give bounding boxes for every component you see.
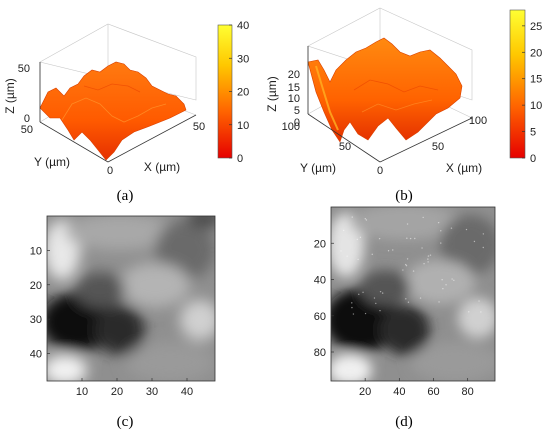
y-tick-label: 40 — [30, 349, 42, 361]
y-tick-label: 40 — [314, 275, 326, 287]
colorbar-tick-label: 0 — [530, 153, 536, 165]
heatmap-image-c — [47, 216, 215, 381]
panel-a: 50 0 Z (µm) 50 0 Y (µm) 50 X (µm) 0 10 20 3… — [3, 20, 249, 204]
colorbar-tick-label: 40 — [237, 20, 249, 32]
y-tick-label: 30 — [30, 314, 42, 326]
y-tick-label: 0 — [107, 165, 113, 177]
caption-a: (a) — [117, 188, 134, 204]
y-tick-label: 10 — [30, 245, 42, 257]
x-tick-label: 10 — [76, 386, 88, 398]
y-tick-label: 20 — [30, 280, 42, 292]
colorbar-tick-label: 25 — [530, 21, 542, 33]
caption-c: (c) — [117, 414, 134, 430]
x-tick-label: 30 — [146, 386, 158, 398]
colorbar-b — [509, 9, 526, 159]
y-axis-label: Y (µm) — [300, 161, 336, 175]
y-axis-label: Y (µm) — [34, 155, 70, 169]
colorbar-tick-label: 30 — [237, 53, 249, 65]
caption-d: (d) — [395, 414, 413, 430]
y-tick-label: 0 — [377, 165, 383, 177]
y-tick-label: 50 — [339, 141, 351, 153]
heatmap-image-d — [331, 207, 495, 381]
panel-c: 10 20 30 40 10 20 30 40 (c) — [30, 215, 216, 430]
z-tick-label: 0 — [24, 113, 30, 125]
plot-frame-d — [330, 206, 496, 382]
x-tick-label: 50 — [432, 141, 444, 153]
colorbar-tick-label: 5 — [530, 127, 536, 139]
colorbar-tick-label: 0 — [237, 153, 243, 165]
panel-b: 20 15 10 5 0 Z (µm) 100 50 0 Y (µm) 50 1… — [265, 7, 542, 204]
y-tick-label: 60 — [314, 311, 326, 323]
z-tick-label: 50 — [18, 63, 30, 75]
y-tick-label: 20 — [314, 238, 326, 250]
z-tick-label: 20 — [288, 69, 300, 81]
noise-speckles-d — [340, 216, 485, 315]
z-axis-label: Z (µm) — [265, 76, 279, 112]
x-tick-label: 60 — [427, 386, 439, 398]
surface-b — [307, 37, 463, 143]
z-tick-label: 15 — [288, 82, 300, 94]
colorbar-tick-label: 20 — [530, 47, 542, 59]
z-tick-label: 5 — [294, 105, 300, 117]
x-axis-label: X (µm) — [144, 160, 180, 174]
x-tick-label: 40 — [393, 386, 405, 398]
colorbar-tick-label: 10 — [237, 120, 249, 132]
plot-frame-c — [46, 215, 216, 382]
panel-d: 20 40 60 80 20 40 60 80 (d) — [314, 206, 496, 430]
x-tick-label: 40 — [181, 386, 193, 398]
x-tick-label: 100 — [469, 115, 487, 127]
x-axis-b — [379, 117, 473, 163]
x-tick-label: 20 — [111, 386, 123, 398]
z-axis-label: Z (µm) — [3, 78, 17, 114]
y-tick-label: 100 — [282, 121, 300, 133]
x-tick-label: 50 — [193, 121, 205, 133]
z-tick-label: 10 — [288, 93, 300, 105]
caption-b: (b) — [395, 188, 413, 204]
x-tick-label: 80 — [462, 386, 474, 398]
y-axis-b — [307, 113, 381, 163]
y-tick-label: 80 — [314, 347, 326, 359]
surface-a — [39, 61, 187, 161]
z-tick-label: 0 — [294, 117, 300, 129]
y-tick-label: 50 — [21, 124, 33, 136]
colorbar-tick-label: 10 — [530, 100, 542, 112]
colorbar-tick-label: 20 — [237, 87, 249, 99]
x-tick-label: 20 — [359, 386, 371, 398]
x-axis-label: X (µm) — [446, 161, 482, 175]
x-axis-a — [107, 114, 197, 163]
colorbar-tick-label: 15 — [530, 74, 542, 86]
y-axis-a — [39, 121, 109, 163]
